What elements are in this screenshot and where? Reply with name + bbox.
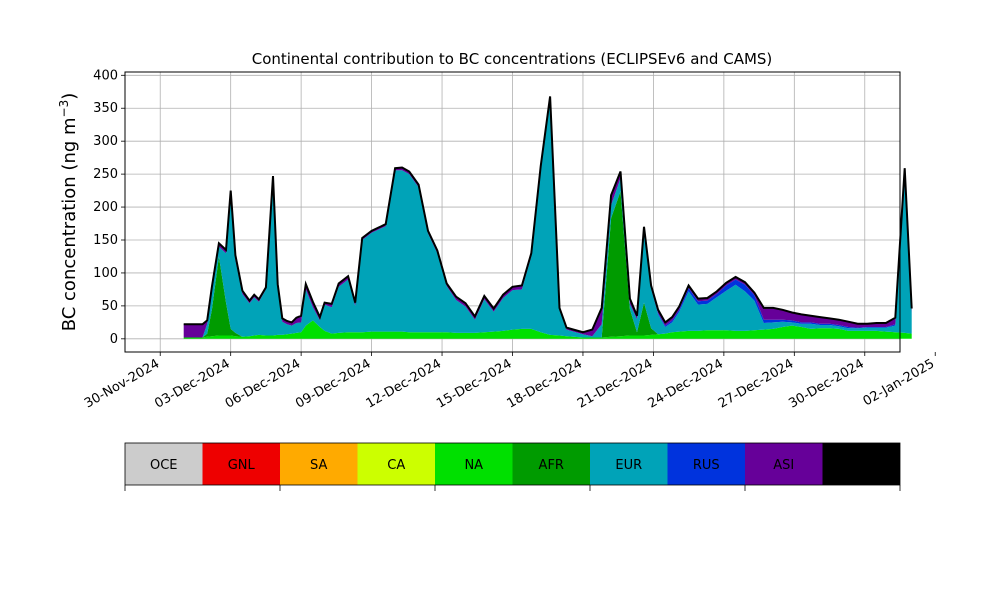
- legend-label-eur: EUR: [615, 458, 642, 473]
- x-tick-label: 02-Jan-2025: [861, 356, 938, 409]
- legend-swatch-eur: [590, 443, 668, 485]
- legend-label-sa: SA: [310, 458, 327, 473]
- legend-swatch-sa: [280, 443, 358, 485]
- total-line: [183, 96, 913, 334]
- legend-label-gnl: GNL: [228, 458, 256, 473]
- x-tick-label: 03-Dec-2024: [152, 356, 232, 411]
- legend-swatch-na: [435, 443, 513, 485]
- legend-label-aus: AUS: [848, 458, 875, 473]
- colorbar-legend: OCE GNL SA CA NA AFR EUR RUS ASI AUS: [124, 442, 901, 491]
- y-tick-label: 0: [110, 332, 118, 347]
- stacked-areas: [183, 96, 913, 339]
- y-ticks: 0 50 100 150 200 250 300 350 400: [93, 68, 125, 347]
- y-tick-label: 150: [93, 233, 118, 248]
- x-tick-label: 30-Dec-2024: [786, 356, 866, 411]
- x-tick-label: 12-Dec-2024: [364, 356, 444, 411]
- legend-label-na: NA: [464, 458, 483, 473]
- x-tick-label: 06-Dec-2024: [223, 356, 303, 411]
- y-tick-label: 350: [93, 101, 118, 116]
- legend-swatch-oce: [125, 443, 203, 485]
- y-tick-label: 100: [93, 266, 118, 281]
- x-tick-label: 18-Dec-2024: [505, 356, 585, 411]
- area-na: [183, 320, 912, 339]
- chart-title: Continental contribution to BC concentra…: [252, 50, 773, 68]
- legend-label-asi: ASI: [773, 458, 794, 473]
- legend-swatch-aus: [822, 443, 900, 485]
- x-tick-label: 24-Dec-2024: [645, 356, 725, 411]
- legend-swatch-ca: [357, 443, 435, 485]
- legend-label-ca: CA: [387, 458, 405, 473]
- y-axis-label: BC concentration (ng m−3): [57, 93, 80, 332]
- legend-label-oce: OCE: [150, 458, 178, 473]
- y-tick-label: 400: [93, 68, 118, 83]
- x-tick-label: 30-Nov-2024: [82, 356, 162, 411]
- legend-swatch-asi: [745, 443, 823, 485]
- x-tick-label: 09-Dec-2024: [293, 356, 373, 411]
- y-tick-label: 250: [93, 167, 118, 182]
- area-eur: [183, 97, 912, 338]
- x-tick-label: 21-Dec-2024: [575, 356, 655, 411]
- legend-swatch-rus: [667, 443, 745, 485]
- legend-swatch-afr: [512, 443, 590, 485]
- y-tick-label: 200: [93, 200, 118, 215]
- x-tick-label: 15-Dec-2024: [434, 356, 514, 411]
- y-tick-label: 300: [93, 134, 118, 149]
- x-tick-label: 27-Dec-2024: [716, 356, 796, 411]
- x-ticks: 30-Nov-202403-Dec-202406-Dec-202409-Dec-…: [82, 352, 937, 412]
- legend-frame: [124, 442, 901, 486]
- legend-swatch-gnl: [202, 443, 280, 485]
- y-tick-label: 50: [101, 299, 118, 314]
- legend-label-rus: RUS: [693, 458, 720, 473]
- legend-label-afr: AFR: [539, 458, 564, 473]
